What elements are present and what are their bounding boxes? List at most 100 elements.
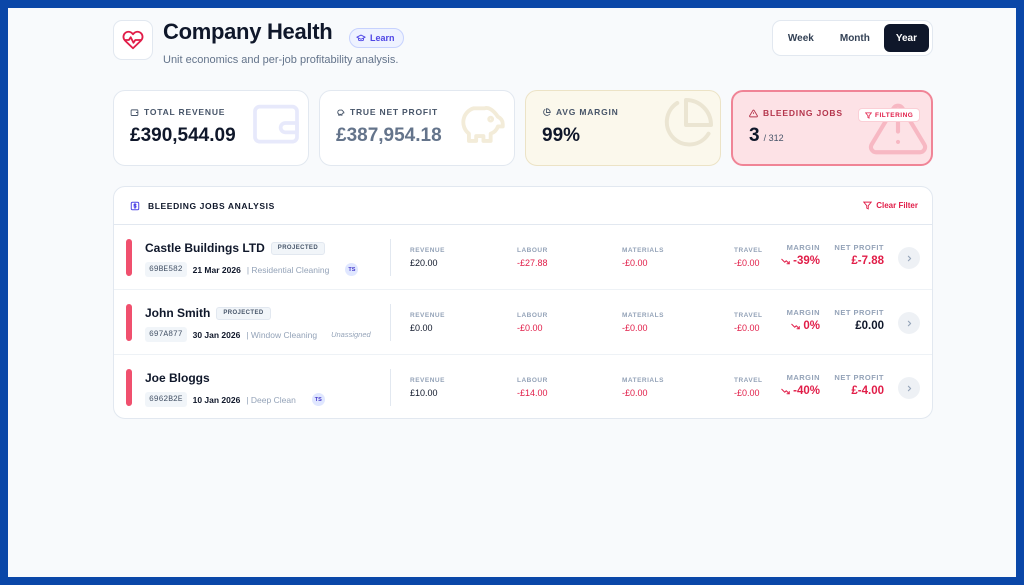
filtering-badge: FILTERING [858, 108, 921, 122]
filter-icon [865, 111, 872, 119]
piggy-bank-icon [461, 106, 505, 143]
period-year-button[interactable]: Year [883, 24, 929, 52]
panel-header: BLEEDING JOBS ANALYSIS Clear Filter [114, 187, 932, 225]
customer-name: John Smith PROJECTED [145, 306, 271, 320]
labour-cell: LABOUR -£0.00 [517, 312, 548, 333]
revenue-header: REVENUE [410, 312, 445, 319]
period-week-button[interactable]: Week [787, 32, 814, 44]
net-profit-value: £0.00 [855, 320, 884, 332]
period-month-button[interactable]: Month [839, 32, 870, 44]
avg-margin-label: AVG MARGIN [542, 107, 619, 117]
bleeding-jobs-panel: BLEEDING JOBS ANALYSIS Clear Filter Cast… [113, 186, 933, 419]
avg-margin-value: 99% [542, 125, 581, 146]
travel-value: -£0.00 [734, 388, 760, 398]
net-profit-cell: NET PROFIT £-7.88 [834, 243, 884, 267]
travel-header: TRAVEL [734, 247, 763, 254]
materials-value: -£0.00 [622, 388, 648, 398]
bleeding-jobs-card[interactable]: BLEEDING JOBS FILTERING 3/ 312 [731, 90, 933, 166]
materials-cell: MATERIALS -£0.00 [622, 312, 664, 333]
net-profit-value: £-4.00 [851, 385, 884, 397]
row-open-button[interactable] [898, 247, 920, 269]
net-profit-value: £387,954.18 [336, 125, 442, 146]
wallet-small-icon [130, 108, 139, 116]
travel-header: TRAVEL [734, 377, 763, 384]
app-logo [113, 20, 153, 60]
labour-value: -£27.88 [517, 258, 548, 268]
margin-header: MARGIN [786, 308, 820, 317]
revenue-header: REVENUE [410, 247, 445, 254]
materials-header: MATERIALS [622, 312, 664, 319]
row-open-button[interactable] [898, 312, 920, 334]
margin-value: -39% [780, 255, 820, 267]
labour-header: LABOUR [517, 247, 548, 254]
net-profit-card: TRUE NET PROFIT £387,954.18 [319, 90, 515, 166]
travel-value: -£0.00 [734, 323, 760, 333]
job-date: 30 Jan 2026 [192, 329, 241, 340]
job-id: 6962B2E [145, 392, 187, 407]
materials-header: MATERIALS [622, 377, 664, 384]
page-subtitle: Unit economics and per-job profitability… [163, 54, 399, 66]
assignee-avatar: TS [345, 263, 359, 276]
assignee-unassigned: Unassigned [331, 330, 371, 339]
labour-header: LABOUR [517, 312, 548, 319]
materials-value: -£0.00 [622, 258, 648, 268]
assignee-avatar: TS [311, 393, 325, 406]
panel-title: BLEEDING JOBS ANALYSIS [130, 201, 275, 211]
labour-cell: LABOUR -£27.88 [517, 247, 548, 268]
revenue-header: REVENUE [410, 377, 445, 384]
row-divider [390, 304, 391, 341]
trend-down-icon [791, 323, 801, 329]
row-open-button[interactable] [898, 377, 920, 399]
net-profit-header: NET PROFIT [834, 243, 884, 252]
revenue-cell: REVENUE £0.00 [410, 312, 445, 333]
materials-value: -£0.00 [622, 323, 648, 333]
job-date: 21 Mar 2026 [192, 264, 241, 275]
bleeding-jobs-total: / 312 [763, 133, 784, 143]
materials-cell: MATERIALS -£0.00 [622, 377, 664, 398]
service-type: | Window Cleaning [246, 329, 318, 340]
learn-label: Learn [370, 33, 395, 43]
service-type: | Residential Cleaning [246, 264, 330, 275]
margin-cell: MARGIN -39% [780, 243, 820, 267]
warning-icon [868, 103, 928, 155]
job-date: 10 Jan 2026 [192, 394, 241, 405]
avg-margin-card: AVG MARGIN 99% [525, 90, 721, 166]
clear-filter-button[interactable]: Clear Filter [863, 201, 918, 210]
revenue-value: £20.00 [410, 258, 438, 268]
job-row[interactable]: John Smith PROJECTED 697A877 30 Jan 2026 | W… [114, 290, 932, 355]
period-toggle: Week Month Year [771, 20, 933, 56]
labour-value: -£14.00 [517, 388, 548, 398]
page-title: Company Health [163, 19, 333, 44]
heart-pulse-icon [122, 30, 144, 50]
revenue-value: £0.00 [410, 323, 433, 333]
job-row[interactable]: Joe Bloggs 6962B2E 10 Jan 2026 | Deep Clean… [114, 355, 932, 418]
bleeding-jobs-value: 3/ 312 [749, 125, 784, 146]
net-profit-cell: NET PROFIT £-4.00 [834, 373, 884, 397]
trend-down-icon [781, 258, 790, 264]
net-profit-label: TRUE NET PROFIT [336, 107, 438, 117]
labour-header: LABOUR [517, 377, 548, 384]
total-revenue-card: TOTAL REVENUE £390,544.09 [113, 90, 309, 166]
chevron-right-icon [907, 255, 911, 261]
labour-cell: LABOUR -£14.00 [517, 377, 548, 398]
travel-cell: TRAVEL -£0.00 [734, 247, 763, 268]
pie-chart-icon [664, 98, 713, 147]
materials-header: MATERIALS [622, 247, 664, 254]
revenue-cell: REVENUE £10.00 [410, 377, 445, 398]
chevron-right-icon [907, 320, 911, 326]
net-profit-cell: NET PROFIT £0.00 [834, 308, 884, 332]
travel-header: TRAVEL [734, 312, 763, 319]
revenue-value: £10.00 [410, 388, 438, 398]
materials-cell: MATERIALS -£0.00 [622, 247, 664, 268]
learn-button[interactable]: Learn [349, 28, 404, 48]
main-content: Company Health Learn Unit economics and … [113, 18, 933, 419]
job-row[interactable]: Castle Buildings LTD PROJECTED 69BE582 21 M… [114, 225, 932, 290]
page-header: Company Health Learn Unit economics and … [113, 18, 933, 80]
row-divider [390, 239, 391, 276]
graduation-cap-icon [356, 34, 366, 42]
job-meta: 6962B2E 10 Jan 2026 | Deep Clean TS [145, 392, 325, 407]
stat-cards: TOTAL REVENUE £390,544.09 TRUE NET PROFI… [113, 90, 933, 166]
warning-small-icon [749, 109, 758, 117]
labour-value: -£0.00 [517, 323, 543, 333]
net-profit-header: NET PROFIT [834, 373, 884, 382]
